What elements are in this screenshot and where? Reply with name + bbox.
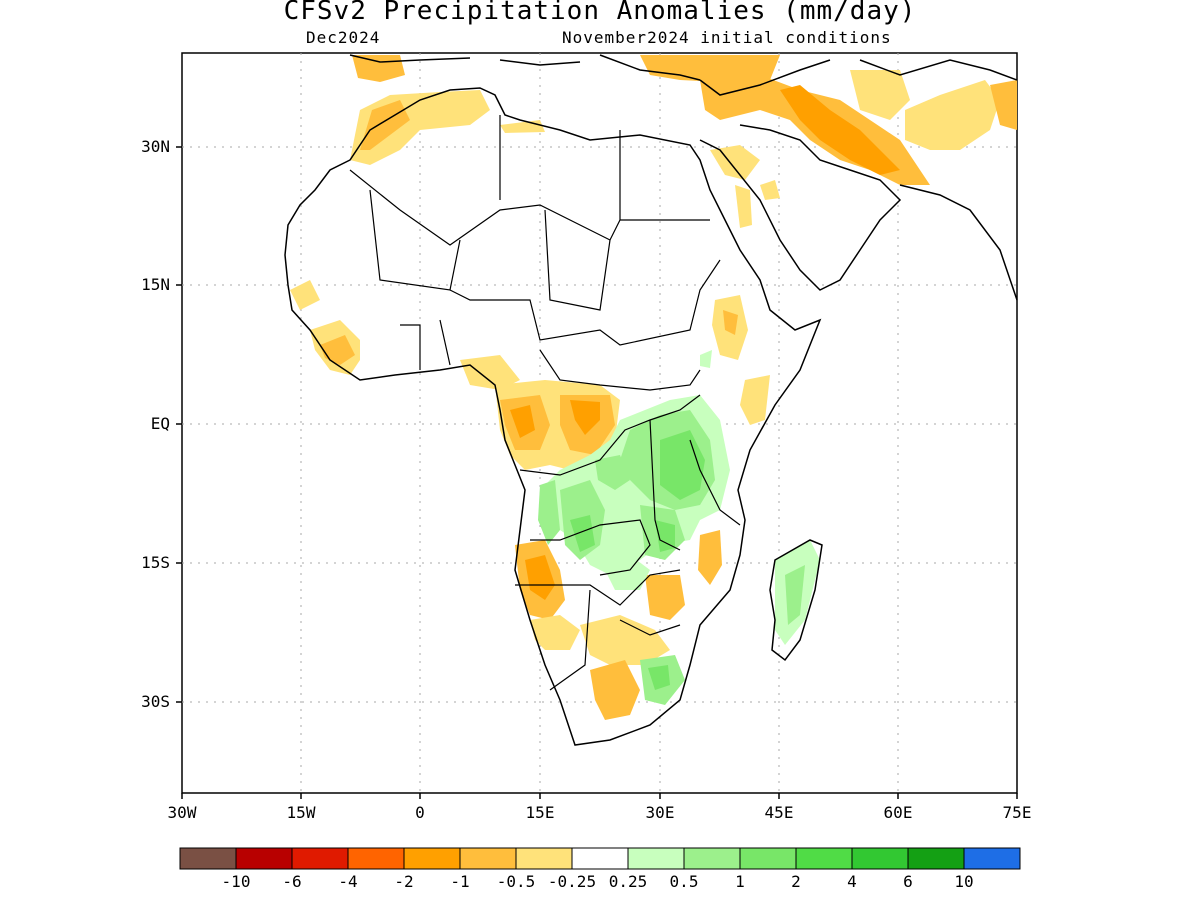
colorbar-tick-label: 0.5 — [669, 872, 699, 891]
map-title: CFSv2 Precipitation Anomalies (mm/day) — [283, 0, 917, 26]
coastlines — [284, 54, 1018, 746]
colorbar-swatch — [683, 847, 741, 870]
initial-conditions: November2024 initial conditions — [562, 28, 892, 47]
colorbar-tick-label: -1 — [450, 872, 470, 891]
colorbar-swatch — [907, 847, 965, 870]
lat-label-30s: 30S — [141, 692, 170, 711]
lon-label-15w: 15W — [286, 803, 316, 822]
colorbar-tick-label: -6 — [282, 872, 302, 891]
colorbar-tick-label: 2 — [791, 872, 801, 891]
colorbar-tick-label: -2 — [394, 872, 414, 891]
colorbar-swatch — [571, 847, 629, 870]
lat-label-eq: EQ — [150, 414, 170, 433]
lat-label-15n: 15N — [141, 275, 170, 294]
lon-label-75e: 75E — [1002, 803, 1032, 822]
colorbar-tick-label: -4 — [338, 872, 358, 891]
axis-ticks — [176, 146, 1018, 799]
lon-label-60e: 60E — [883, 803, 913, 822]
colorbar-tick-label: 1 — [735, 872, 745, 891]
colorbar-tick-label: 0.25 — [608, 872, 648, 891]
colorbar-tick-label: 10 — [954, 872, 974, 891]
colorbar-swatch — [235, 847, 293, 870]
lon-label-30e: 30E — [645, 803, 675, 822]
colorbar-swatch — [739, 847, 797, 870]
colorbar-tick-label: -0.25 — [547, 872, 597, 891]
colorbar — [179, 847, 1021, 870]
lon-label-30w: 30W — [167, 803, 197, 822]
lat-label-15s: 15S — [141, 553, 170, 572]
colorbar-swatch — [515, 847, 573, 870]
lat-label-30n: 30N — [141, 137, 170, 156]
colorbar-tick-label: 4 — [847, 872, 857, 891]
lon-label-15e: 15E — [525, 803, 555, 822]
colorbar-swatch — [347, 847, 405, 870]
colorbar-swatch — [291, 847, 349, 870]
colorbar-tick-label: 6 — [903, 872, 913, 891]
colorbar-swatch — [795, 847, 853, 870]
colorbar-swatch — [179, 847, 237, 870]
colorbar-swatch — [403, 847, 461, 870]
lon-label-45e: 45E — [764, 803, 794, 822]
country-borders — [349, 115, 741, 691]
colorbar-swatch — [851, 847, 909, 870]
colorbar-swatch — [963, 847, 1021, 870]
colorbar-tick-label: -10 — [221, 872, 251, 891]
dry-anomaly-areas — [290, 55, 1017, 720]
colorbar-swatch — [627, 847, 685, 870]
lon-label-0: 0 — [415, 803, 425, 822]
colorbar-tick-label: -0.5 — [496, 872, 536, 891]
colorbar-swatch — [459, 847, 517, 870]
forecast-month: Dec2024 — [306, 28, 381, 47]
